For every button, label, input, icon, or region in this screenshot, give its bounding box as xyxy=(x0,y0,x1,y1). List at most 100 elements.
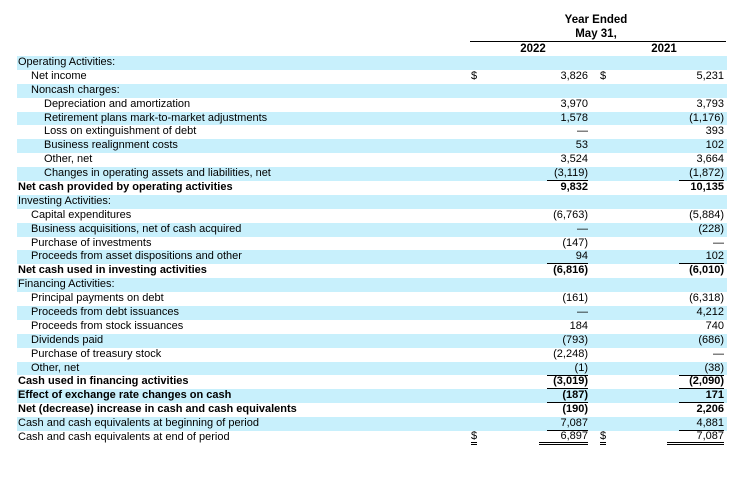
value-2021: 5,231 xyxy=(696,69,724,82)
value-2022: (1) xyxy=(547,362,588,376)
period-heading-rule xyxy=(470,41,726,42)
table-row: Cash and cash equivalents at end of peri… xyxy=(17,431,727,445)
row-label: Dividends paid xyxy=(31,333,104,346)
value-2021: (228) xyxy=(698,222,724,235)
dollar-sign-2021: $ xyxy=(600,431,607,445)
table-row: Business realignment costs 53 102 xyxy=(17,139,727,154)
table-row: Noncash charges: xyxy=(17,83,727,98)
value-2022: 53 xyxy=(575,139,588,152)
table-row: Loss on extinguishment of debt — 393 xyxy=(17,125,727,139)
value-2021: (6,318) xyxy=(689,292,724,305)
value-2022: (187) xyxy=(547,389,588,404)
row-label: Business acquisitions, net of cash acqui… xyxy=(31,222,242,235)
dollar-sign-2021: $ xyxy=(600,69,607,82)
value-2021: 740 xyxy=(705,319,724,332)
table-row: Proceeds from stock issuances 184 740 xyxy=(17,320,727,334)
row-label: Net cash used in investing activities xyxy=(18,264,207,277)
row-label: Cash used in financing activities xyxy=(18,375,189,388)
period-heading-line2: May 31, xyxy=(575,28,617,40)
value-2022: 3,970 xyxy=(560,97,588,110)
table-row: Proceeds from asset dispositions and oth… xyxy=(17,250,727,265)
value-2022: (6,763) xyxy=(553,208,588,221)
row-label: Net (decrease) increase in cash and cash… xyxy=(18,403,297,416)
value-2022: (161) xyxy=(562,292,588,305)
value-2021: (686) xyxy=(698,333,724,346)
value-2021: 4,212 xyxy=(696,306,724,319)
row-label: Financing Activities: xyxy=(18,278,115,291)
row-label: Net income xyxy=(31,69,87,82)
table-row: Business acquisitions, net of cash acqui… xyxy=(17,222,727,237)
value-2021: (1,872) xyxy=(679,167,724,182)
table-row: Effect of exchange rate changes on cash (… xyxy=(17,389,727,404)
table-row: Cash and cash equivalents at beginning o… xyxy=(17,417,727,432)
row-label: Effect of exchange rate changes on cash xyxy=(18,389,232,402)
value-2022: 184 xyxy=(569,319,588,332)
table-row: Operating Activities: xyxy=(17,56,727,70)
period-heading-line1: Year Ended xyxy=(564,14,628,26)
value-2022: 1,578 xyxy=(560,111,588,124)
table-row: Depreciation and amortization 3,970 3,793 xyxy=(17,98,727,112)
value-2021: (5,884) xyxy=(689,208,724,221)
column-header-2022: 2022 xyxy=(520,43,546,55)
table-row: Net cash used in investing activities (6,… xyxy=(17,264,727,278)
table-row: Principal payments on debt (161) (6,318) xyxy=(17,292,727,306)
row-label: Noncash charges: xyxy=(31,83,120,96)
value-2022: 3,826 xyxy=(560,69,588,82)
table-row: Financing Activities: xyxy=(17,278,727,293)
table-row: Purchase of investments (147) — xyxy=(17,237,727,251)
table-row: Capital expenditures (6,763) (5,884) xyxy=(17,209,727,223)
value-2022: 9,832 xyxy=(560,181,588,194)
value-2021: 7,087 xyxy=(667,431,724,445)
row-label: Proceeds from asset dispositions and oth… xyxy=(31,250,242,263)
value-2022: — xyxy=(577,306,588,319)
row-label: Capital expenditures xyxy=(31,208,132,221)
value-2022: — xyxy=(577,125,588,138)
value-2021: 393 xyxy=(705,125,724,138)
table-row: Other, net 3,524 3,664 xyxy=(17,153,727,167)
dollar-sign-2022: $ xyxy=(471,69,478,82)
row-label: Cash and cash equivalents at beginning o… xyxy=(18,417,259,430)
table-row: Other, net (1) (38) xyxy=(17,361,727,376)
table-row: Proceeds from debt issuances — 4,212 xyxy=(17,306,727,320)
table-row: Dividends paid (793) (686) xyxy=(17,333,727,348)
value-2021: 171 xyxy=(679,389,724,404)
row-label: Cash and cash equivalents at end of peri… xyxy=(18,431,230,444)
table-row: Changes in operating assets and liabilit… xyxy=(17,167,727,182)
value-2021: 102 xyxy=(705,139,724,152)
column-header-2021: 2021 xyxy=(651,43,677,55)
row-label: Principal payments on debt xyxy=(31,292,164,305)
value-2021: 10,135 xyxy=(690,181,724,194)
value-2022: 3,524 xyxy=(560,153,588,166)
value-2021: 3,793 xyxy=(696,97,724,110)
value-2022: (3,119) xyxy=(547,167,588,182)
value-2021: 102 xyxy=(679,250,724,265)
row-label: Net cash provided by operating activitie… xyxy=(18,181,233,194)
row-label: Changes in operating assets and liabilit… xyxy=(44,167,271,180)
value-2022: 7,087 xyxy=(547,417,588,432)
value-2022: 94 xyxy=(547,250,588,265)
value-2022: — xyxy=(577,222,588,235)
value-2022: (3,019) xyxy=(547,375,588,390)
row-label: Proceeds from stock issuances xyxy=(31,319,184,332)
value-2021: 3,664 xyxy=(696,153,724,166)
value-2022: (6,816) xyxy=(553,264,588,277)
value-2022: (147) xyxy=(562,236,588,249)
row-label: Depreciation and amortization xyxy=(44,97,191,110)
value-2022: 6,897 xyxy=(539,431,588,445)
dollar-sign-2022: $ xyxy=(471,431,478,445)
cash-flow-table: Operating Activities: Net income $ $3,826 5,… xyxy=(17,56,727,445)
value-2021: (2,090) xyxy=(679,375,724,390)
value-2022: (190) xyxy=(562,403,588,416)
value-2021: 2,206 xyxy=(696,403,724,416)
row-label: Purchase of investments xyxy=(31,236,152,249)
row-label: Other, net xyxy=(44,153,93,166)
row-label: Proceeds from debt issuances xyxy=(31,306,179,319)
table-row: Cash used in financing activities (3,019)… xyxy=(17,375,727,390)
table-row: Investing Activities: xyxy=(17,194,727,209)
table-row: Net (decrease) increase in cash and cash… xyxy=(17,403,727,417)
value-2022: (2,248) xyxy=(553,347,588,360)
table-row: Retirement plans mark-to-market adjustme… xyxy=(17,111,727,126)
value-2021: (1,176) xyxy=(689,111,724,124)
row-label: Purchase of treasury stock xyxy=(31,347,162,360)
table-row: Net income $ $3,826 5,231 xyxy=(17,70,727,84)
